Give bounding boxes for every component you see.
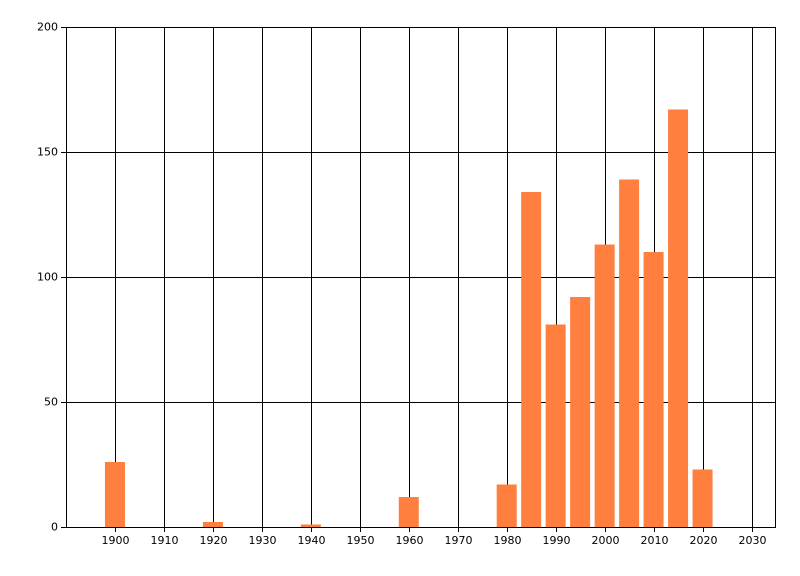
x-tick-label: 2010 <box>641 534 669 547</box>
x-tick-label: 1990 <box>543 534 571 547</box>
bar <box>300 524 321 527</box>
bar <box>545 324 566 527</box>
bar <box>570 297 591 527</box>
y-tick-label: 150 <box>37 146 58 159</box>
bar <box>398 497 419 527</box>
x-tick-label: 1960 <box>396 534 424 547</box>
x-tick-label: 2020 <box>690 534 718 547</box>
bar <box>692 469 713 527</box>
bar <box>104 462 125 527</box>
bar <box>668 109 689 527</box>
y-tick-label: 0 <box>51 521 58 534</box>
bar <box>202 522 223 527</box>
x-tick-label: 1970 <box>445 534 473 547</box>
bar <box>521 192 542 527</box>
x-tick-label: 1920 <box>200 534 228 547</box>
x-tick-label: 1980 <box>494 534 522 547</box>
x-tick-label: 2030 <box>739 534 767 547</box>
y-tick-label: 200 <box>37 21 58 34</box>
x-tick-label: 1900 <box>102 534 130 547</box>
x-tick-label: 1930 <box>249 534 277 547</box>
x-tick-label: 2000 <box>592 534 620 547</box>
bar <box>643 252 664 527</box>
bar <box>619 179 640 527</box>
x-tick-label: 1910 <box>151 534 179 547</box>
bar <box>594 244 615 527</box>
x-tick-label: 1950 <box>347 534 375 547</box>
y-tick-label: 50 <box>44 396 58 409</box>
y-tick-label: 100 <box>37 271 58 284</box>
bar <box>496 484 517 527</box>
x-tick-label: 1940 <box>298 534 326 547</box>
